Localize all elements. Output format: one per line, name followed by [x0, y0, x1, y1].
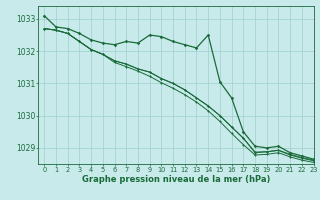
- X-axis label: Graphe pression niveau de la mer (hPa): Graphe pression niveau de la mer (hPa): [82, 175, 270, 184]
